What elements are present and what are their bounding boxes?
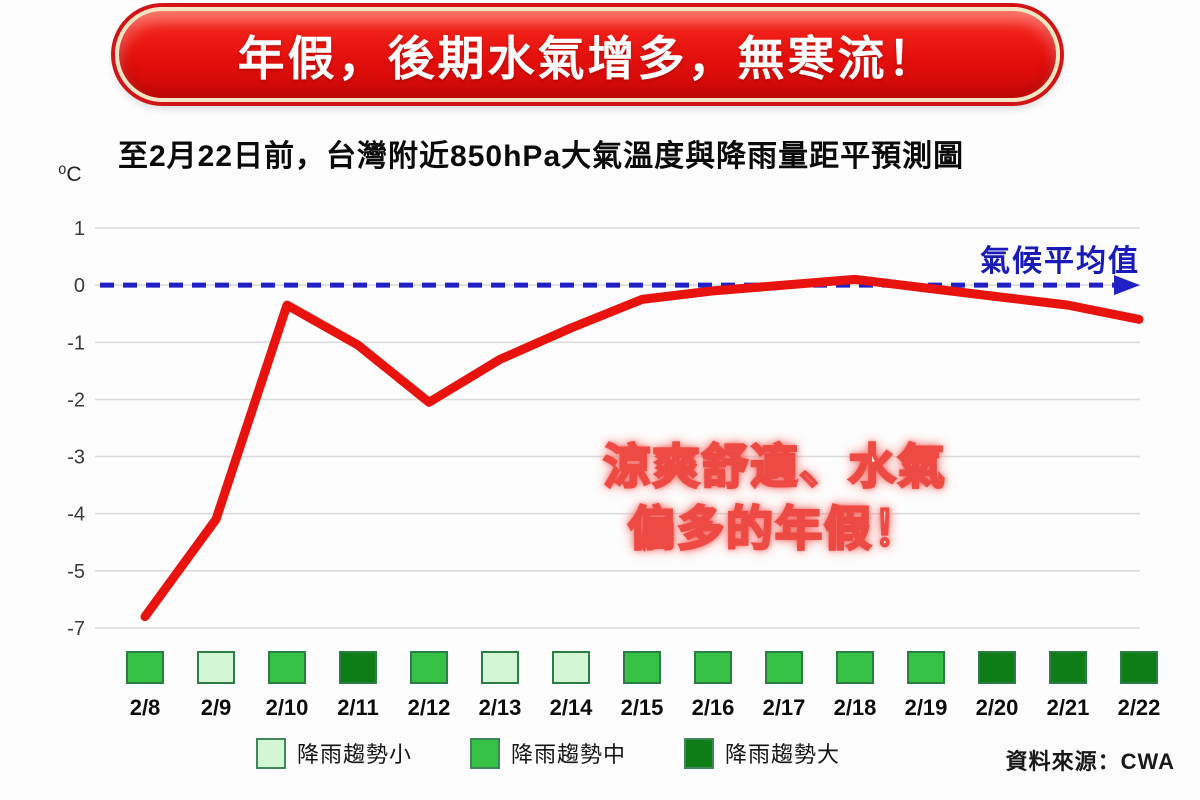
climate-average-arrowhead <box>1114 275 1140 296</box>
date-label: 2/15 <box>621 695 664 720</box>
rain-trend-square <box>836 651 874 684</box>
rain-trend-square <box>481 651 519 684</box>
legend-label: 降雨趨勢中 <box>511 742 627 767</box>
rain-trend-square <box>339 651 377 684</box>
legend-label: 降雨趨勢小 <box>297 742 413 767</box>
annotation-text: 涼爽舒適、水氣 偏多的年假！ <box>520 436 1030 560</box>
rain-trend-square <box>765 651 803 684</box>
rain-trend-square <box>410 651 448 684</box>
date-label: 2/8 <box>130 695 161 720</box>
rain-trend-square <box>623 651 661 684</box>
date-label: 2/19 <box>905 695 948 720</box>
temperature-anomaly-line <box>140 274 1144 622</box>
legend-label: 降雨趨勢大 <box>725 742 841 767</box>
y-axis-unit-label: ⁰C <box>58 163 82 186</box>
rain-trend-square <box>1049 651 1087 684</box>
date-label: 2/13 <box>479 695 522 720</box>
date-label: 2/21 <box>1047 695 1090 720</box>
legend-swatch-medium <box>470 737 501 769</box>
y-tick-label: 0 <box>74 275 85 297</box>
rain-trend-square <box>1120 651 1158 684</box>
rain-trend-square <box>907 651 945 684</box>
y-tick-label: -2 <box>67 389 85 411</box>
y-tick-label: -1 <box>67 332 85 354</box>
date-label: 2/9 <box>201 695 232 720</box>
legend-item: 降雨趨勢中 <box>470 737 626 769</box>
date-label: 2/10 <box>266 695 309 720</box>
annotation-line-1: 涼爽舒適、水氣 <box>602 439 947 495</box>
date-label: 2/17 <box>763 695 806 720</box>
legend-swatch-small <box>256 737 286 769</box>
legend-item: 降雨趨勢大 <box>684 737 840 769</box>
forecast-chart: 1 0 -1 -2 -3 -4 -5 -7 2/8 2/9 2/10 2/11 2/12 2/13 2/14… <box>67 218 1161 720</box>
date-label: 2/11 <box>337 695 379 720</box>
y-tick-label: 1 <box>74 218 85 240</box>
headline-banner: 年假，後期水氣增多，無寒流！ <box>115 7 1060 102</box>
y-tick-label: -3 <box>67 447 85 469</box>
annotation-line-2: 偏多的年假！ <box>627 501 922 557</box>
date-label: 2/22 <box>1118 695 1161 720</box>
climate-average-label: 氣候平均值 <box>980 245 1140 278</box>
y-tick-label: -7 <box>67 618 85 640</box>
date-label: 2/14 <box>550 695 594 720</box>
date-label: 2/16 <box>692 695 735 720</box>
rain-trend-square <box>126 651 164 684</box>
y-tick-label: -4 <box>67 504 85 526</box>
rain-trend-legend: 降雨趨勢小 降雨趨勢中 降雨趨勢大 <box>256 737 840 769</box>
data-source-label: 資料來源：CWA <box>1005 749 1175 774</box>
date-label: 2/20 <box>976 695 1019 720</box>
rain-trend-square <box>552 651 590 684</box>
rain-trend-square <box>268 651 306 684</box>
rain-trend-square <box>197 651 235 684</box>
y-tick-label: -5 <box>67 561 85 583</box>
legend-swatch-large <box>684 737 715 769</box>
rain-trend-square <box>694 651 732 684</box>
date-label: 2/18 <box>834 695 877 720</box>
chart-title: 至2月22日前，台灣附近850hPa大氣溫度與降雨量距平預測圖 <box>118 140 965 173</box>
headline-title: 年假，後期水氣增多，無寒流！ <box>237 32 938 85</box>
date-label: 2/12 <box>408 695 451 720</box>
legend-item: 降雨趨勢小 <box>256 737 412 769</box>
rain-trend-square <box>978 651 1016 684</box>
